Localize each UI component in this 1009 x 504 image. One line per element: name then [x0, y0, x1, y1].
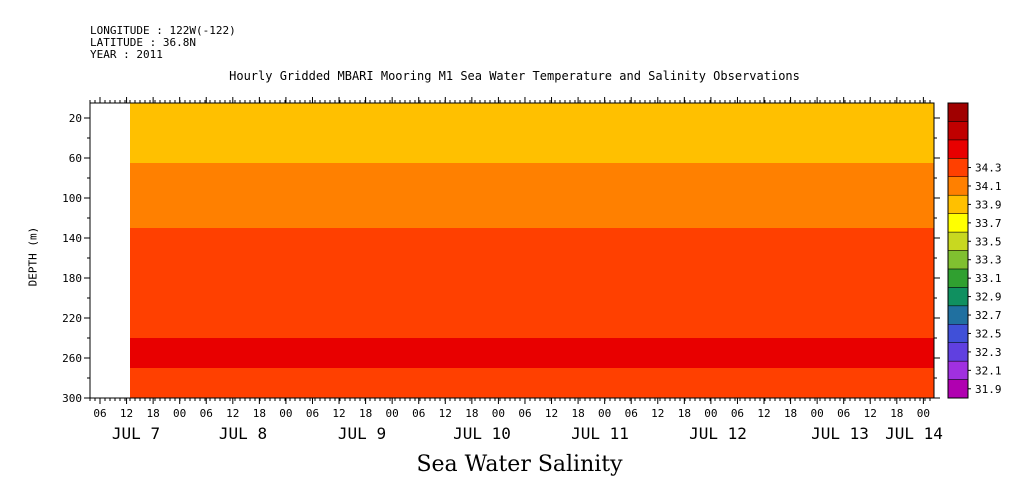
x-tick-label: 18: [465, 407, 478, 420]
colorbar-box: [947, 360, 969, 380]
colorbar-box: [947, 324, 969, 343]
y-tick-label: 100: [62, 192, 82, 205]
colorbar-box: [947, 250, 969, 270]
salinity-layer: [130, 368, 934, 398]
x-tick-label: 00: [704, 407, 717, 420]
x-tick-label: 12: [757, 407, 770, 420]
x-day-label: JUL 11: [571, 424, 629, 443]
x-tick-label: 18: [890, 407, 903, 420]
colorbar-box: [947, 121, 969, 141]
x-day-label: JUL 14: [885, 424, 943, 443]
colorbar-label: 32.9: [975, 291, 1002, 304]
x-tick-label: 18: [678, 407, 691, 420]
x-tick-label: 00: [598, 407, 611, 420]
x-tick-label: 18: [253, 407, 266, 420]
colorbar-box: [947, 102, 969, 122]
y-tick-label: 140: [62, 232, 82, 245]
salinity-layer: [130, 338, 934, 368]
chart-title: Hourly Gridded MBARI Mooring M1 Sea Wate…: [229, 69, 800, 83]
colorbar-label: 33.1: [975, 272, 1002, 285]
x-axis-label: Sea Water Salinity: [416, 452, 623, 477]
x-tick-label: 12: [120, 407, 133, 420]
colorbar-label: 34.3: [975, 162, 1002, 175]
colorbar-box: [947, 342, 969, 362]
x-tick-label: 06: [200, 407, 213, 420]
colorbar-label: 31.9: [975, 383, 1002, 396]
colorbar-box: [947, 176, 969, 196]
longitude-label: LONGITUDE : 122W(-122): [90, 24, 236, 37]
x-tick-label: 18: [784, 407, 797, 420]
y-tick-label: 300: [62, 392, 82, 405]
x-tick-label: 00: [811, 407, 824, 420]
plot-frame: [89, 102, 935, 399]
x-day-label: JUL 13: [811, 424, 869, 443]
x-tick-label: 18: [359, 407, 372, 420]
x-tick-label: 06: [306, 407, 319, 420]
x-tick-label: 00: [173, 407, 186, 420]
x-day-label: JUL 9: [338, 424, 386, 443]
colorbar-label: 32.5: [975, 327, 1002, 340]
latitude-label: LATITUDE : 36.8N: [90, 36, 196, 49]
colorbar-label: 33.3: [975, 254, 1002, 267]
x-tick-label: 12: [226, 407, 239, 420]
colorbar-label: 34.1: [975, 180, 1002, 193]
y-tick-label: 60: [69, 152, 82, 165]
salinity-layer: [130, 163, 934, 228]
x-tick-label: 12: [864, 407, 877, 420]
colorbar-box: [947, 139, 969, 159]
colorbar-label: 33.9: [975, 198, 1002, 211]
colorbar-box: [947, 305, 969, 325]
x-tick-label: 06: [93, 407, 106, 420]
x-tick-label: 18: [571, 407, 584, 420]
x-tick-label: 06: [731, 407, 744, 420]
colorbar-label: 32.1: [975, 364, 1002, 377]
x-tick-label: 00: [279, 407, 292, 420]
colorbar-box: [947, 213, 969, 233]
salinity-layer: [130, 128, 934, 163]
colorbar-label: 32.7: [975, 309, 1002, 322]
colorbar-label: 32.3: [975, 346, 1002, 359]
x-day-label: JUL 12: [689, 424, 747, 443]
x-tick-label: 12: [545, 407, 558, 420]
salinity-layer: [130, 103, 934, 128]
x-tick-label: 06: [837, 407, 850, 420]
x-day-label: JUL 8: [219, 424, 267, 443]
x-tick-label: 12: [332, 407, 345, 420]
salinity-layer: [130, 228, 934, 308]
y-tick-label: 220: [62, 312, 82, 325]
colorbar-frame: [947, 102, 969, 399]
x-day-label: JUL 10: [453, 424, 511, 443]
x-tick-label: 00: [386, 407, 399, 420]
y-tick-label: 260: [62, 352, 82, 365]
colorbar-label: 33.5: [975, 235, 1002, 248]
x-tick-label: 06: [625, 407, 638, 420]
year-label: YEAR : 2011: [90, 48, 163, 61]
colorbar-box: [947, 287, 969, 307]
x-tick-label: 06: [412, 407, 425, 420]
x-tick-label: 06: [518, 407, 531, 420]
colorbar-box: [947, 231, 969, 251]
x-day-label: JUL 7: [112, 424, 160, 443]
y-tick-label: 20: [69, 112, 82, 125]
colorbar-box: [947, 194, 969, 214]
x-tick-label: 00: [917, 407, 930, 420]
colorbar-box: [947, 268, 969, 288]
x-tick-label: 12: [651, 407, 664, 420]
y-tick-label: 180: [62, 272, 82, 285]
x-tick-label: 00: [492, 407, 505, 420]
salinity-layer: [130, 308, 934, 338]
colorbar-box: [947, 158, 969, 177]
colorbar-box: [947, 379, 969, 399]
x-tick-label: 18: [146, 407, 159, 420]
colorbar-label: 33.7: [975, 217, 1002, 230]
x-tick-label: 12: [439, 407, 452, 420]
